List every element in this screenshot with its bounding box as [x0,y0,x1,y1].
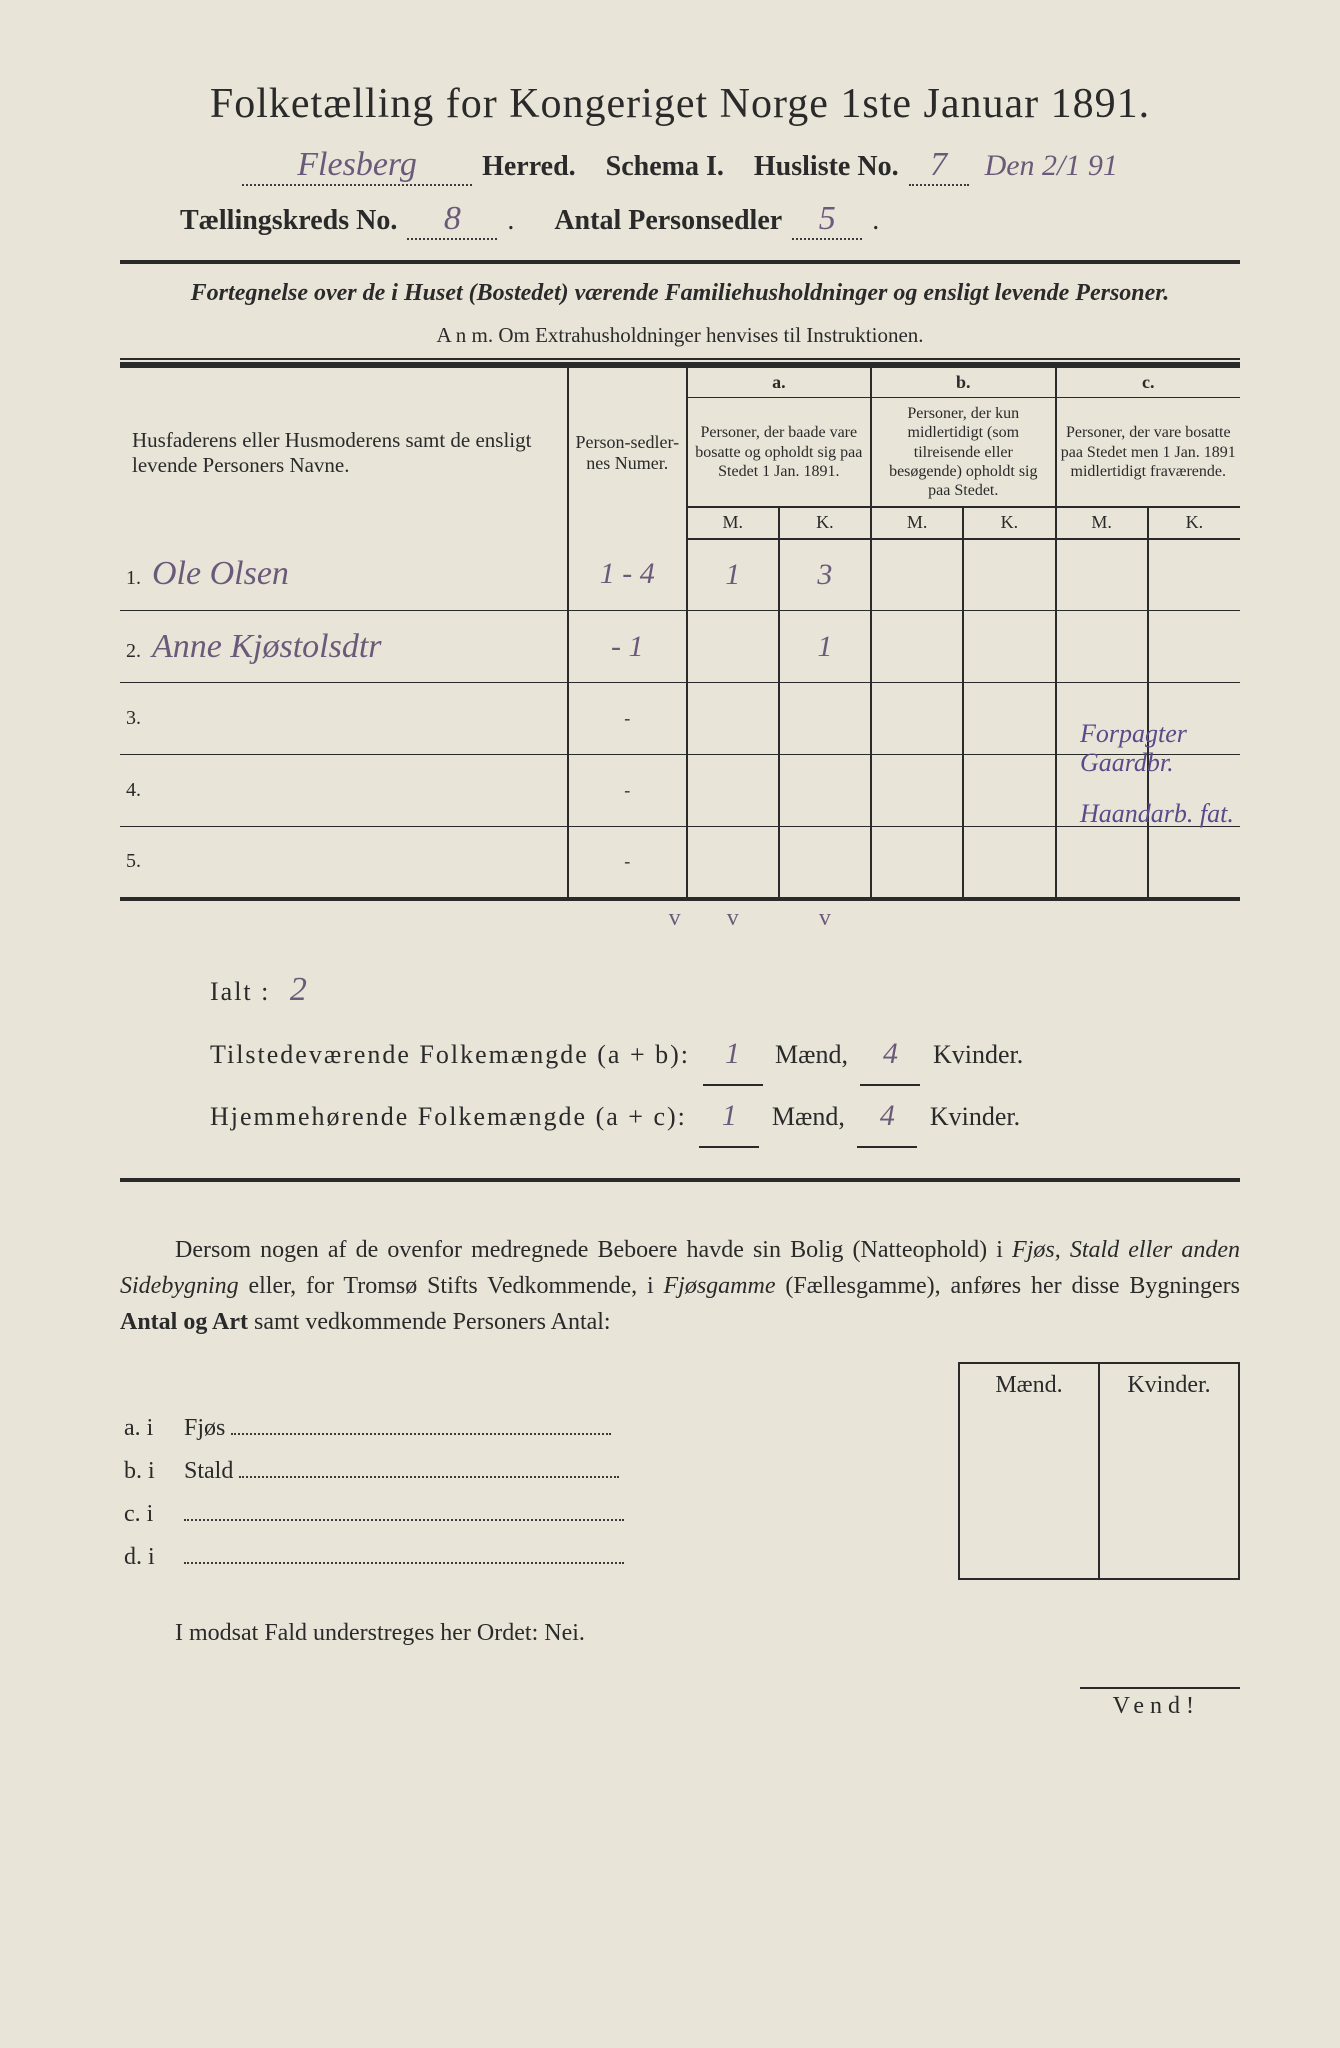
col-num-text: Person-sedler-nes Numer. [575,432,679,474]
tilstede-k: 4 [883,1037,898,1070]
divider-2 [120,1178,1240,1182]
schema-label: Schema I. [606,151,724,183]
c-k: K. [1148,507,1240,539]
tilstede-label: Tilstedeværende Folkemængde (a + b): [210,1040,690,1069]
building-row: a. i Fjøs [120,1407,1239,1450]
b-maend: Mænd. [959,1363,1099,1407]
c-m: M. [1056,507,1148,539]
row-num: 5. [126,850,152,873]
maend-label-2: Mænd, [772,1102,845,1131]
table-row: 2.Anne Kjøstolsdtr - 1 1 [120,611,1240,683]
building-row: b. i Stald [120,1450,1239,1493]
page-title: Folketælling for Kongeriget Norge 1ste J… [120,80,1240,128]
ialt-label: Ialt : [210,977,270,1006]
husliste-value: 7 [930,146,947,183]
person-num: - [624,780,630,800]
date-note: Den 2/1 91 [985,149,1118,183]
divider [120,260,1240,264]
kreds-value: 8 [444,200,461,237]
col-a-desc: Personer, der baade vare bosatte og opho… [687,398,871,507]
hjemme-k: 4 [880,1099,895,1132]
hjemme-label: Hjemmehørende Folkemængde (a + c): [210,1102,687,1131]
tick-row: v v v [120,899,1240,936]
census-form: Folketælling for Kongeriget Norge 1ste J… [120,80,1240,1720]
paragraph: Dersom nogen af de ovenfor medregnede Be… [120,1232,1240,1340]
b-k: K. [963,507,1055,539]
row-num: 3. [126,707,152,730]
col-names-header: Husfaderens eller Husmoderens samt de en… [120,368,568,539]
ialt-value: 2 [290,971,307,1008]
b-kvinder: Kvinder. [1099,1363,1239,1407]
col-names-text: Husfaderens eller Husmoderens samt de en… [132,428,531,477]
nei-line: I modsat Fald understreges her Ordet: Ne… [120,1620,1240,1647]
table-top-rule-1 [120,358,1240,360]
b-letter: b. i [120,1450,180,1493]
margin-note-1: Forpagter Gaardbr. [1080,720,1250,777]
anm-note: A n m. Om Extrahusholdninger henvises ti… [120,323,1240,348]
tilstede-m: 1 [725,1037,740,1070]
row-num: 1. [126,567,152,590]
col-a-label: a. [687,368,871,398]
col-c-desc: Personer, der vare bosatte paa Stedet me… [1056,398,1240,507]
kvinder-label: Kvinder. [933,1040,1023,1069]
maend-label: Mænd, [775,1040,848,1069]
cell-ak: 1 [817,630,832,663]
col-b-desc: Personer, der kun midlertidigt (som tilr… [871,398,1055,507]
cell-am: 1 [725,558,740,591]
table-row: 5. - [120,827,1240,899]
margin-note-2: Haandarb. fat. [1080,800,1250,829]
col-c-label: c. [1056,368,1240,398]
row-num: 4. [126,779,152,802]
subtitle: Fortegnelse over de i Huset (Bostedet) v… [120,278,1240,309]
header-row-2: Tællingskreds No. 8 . Antal Personsedler… [120,200,1240,240]
person-num: - [624,708,630,728]
b-m: M. [871,507,963,539]
person-name: Ole Olsen [152,555,289,592]
herred-label: Herred. [482,151,576,183]
totals-block: Ialt : 2 Tilstedeværende Folkemængde (a … [120,956,1240,1148]
antal-label: Antal Personsedler [554,205,782,237]
table-row: 3. - [120,683,1240,755]
husliste-label: Husliste No. [754,151,899,183]
b-type: Fjøs [184,1415,225,1441]
building-row: d. i [120,1536,1239,1579]
antal-value: 5 [819,200,836,237]
col-num-header: Person-sedler-nes Numer. [568,368,687,539]
hjemme-m: 1 [722,1099,737,1132]
person-num: - [624,851,630,871]
header-row-1: Flesberg Herred. Schema I. Husliste No. … [120,146,1240,186]
b-letter: a. i [120,1407,180,1450]
kreds-label: Tællingskreds No. [180,205,397,237]
building-row: c. i [120,1493,1239,1536]
cell-ak: 3 [817,558,832,591]
col-b-label: b. [871,368,1055,398]
table-row: 4. - [120,755,1240,827]
b-letter: d. i [120,1536,180,1579]
row-num: 2. [126,640,152,663]
subtitle-text: Fortegnelse over de i Huset (Bostedet) v… [191,280,1170,306]
tick-mark: v [727,905,739,931]
a-k: K. [779,507,871,539]
census-table: Husfaderens eller Husmoderens samt de en… [120,368,1240,936]
buildings-table: Mænd. Kvinder. a. i Fjøs b. i Stald c. i… [120,1362,1240,1580]
a-m: M. [687,507,779,539]
herred-value: Flesberg [297,146,417,183]
kvinder-label-2: Kvinder. [930,1102,1020,1131]
vend-label: Vend! [1080,1687,1240,1720]
person-num: - 1 [611,630,644,663]
person-num: 1 - 4 [600,557,655,590]
table-row: 1.Ole Olsen 1 - 4 1 3 [120,539,1240,611]
tick-mark: v [669,905,681,931]
b-type: Stald [184,1458,233,1484]
person-name: Anne Kjøstolsdtr [152,628,382,665]
tick-mark: v [819,905,831,931]
b-letter: c. i [120,1493,180,1536]
